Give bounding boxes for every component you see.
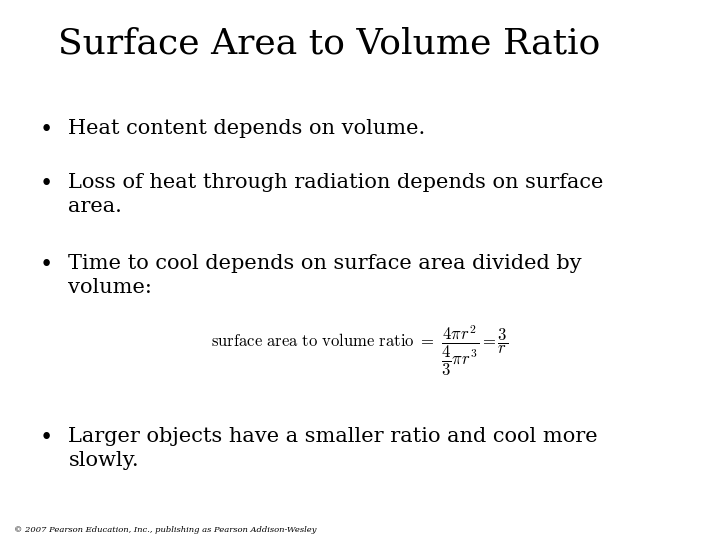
Text: Time to cool depends on surface area divided by
volume:: Time to cool depends on surface area div…	[68, 254, 582, 297]
Text: © 2007 Pearson Education, Inc., publishing as Pearson Addison-Wesley: © 2007 Pearson Education, Inc., publishi…	[14, 525, 317, 534]
Text: Loss of heat through radiation depends on surface
area.: Loss of heat through radiation depends o…	[68, 173, 604, 216]
Text: Heat content depends on volume.: Heat content depends on volume.	[68, 119, 426, 138]
Text: Larger objects have a smaller ratio and cool more
slowly.: Larger objects have a smaller ratio and …	[68, 427, 598, 470]
Text: •: •	[40, 254, 53, 276]
Text: $\mathrm{surface\ area\ to\ volume\ ratio}\ =\ \dfrac{4\pi r^2}{\dfrac{4}{3}\pi : $\mathrm{surface\ area\ to\ volume\ rati…	[212, 324, 508, 378]
Text: •: •	[40, 173, 53, 195]
Text: Surface Area to Volume Ratio: Surface Area to Volume Ratio	[58, 27, 600, 61]
Text: •: •	[40, 119, 53, 141]
Text: •: •	[40, 427, 53, 449]
